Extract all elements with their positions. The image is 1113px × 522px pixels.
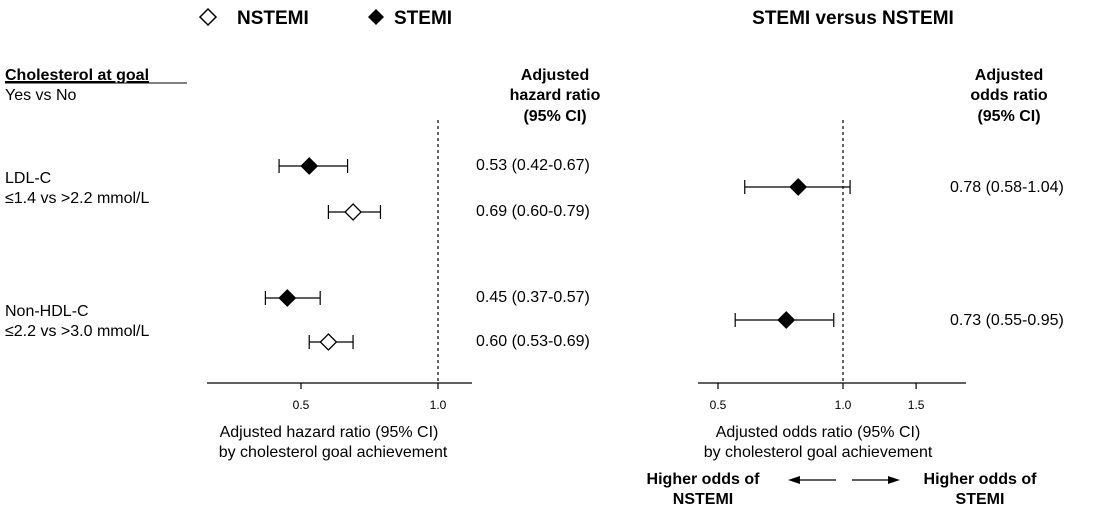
- section-heading: Cholesterol at goal: [5, 67, 149, 84]
- right-forest-plot: 0.5 1.0 1.5 0.78 (0.58-1.04) 0.73 (0.55-0.95…: [698, 120, 1064, 412]
- right-point-estimate: [777, 311, 796, 329]
- direction-right-line2: STEMI: [956, 491, 1005, 508]
- left-xlabel-line2: by cholesterol goal achievement: [219, 444, 448, 461]
- group-criteria-ldl: ≤1.4 vs >2.2 mmol/L: [5, 190, 150, 207]
- left-point-estimate: [300, 157, 319, 175]
- left-estimate-label: 0.69 (0.60-0.79): [476, 203, 590, 220]
- right-value-header-line2: odds ratio: [970, 87, 1048, 104]
- right-value-header-line3: (95% CI): [977, 108, 1040, 125]
- left-xlabel-line1: Adjusted hazard ratio (95% CI): [220, 424, 439, 441]
- left-estimate-label: 0.45 (0.37-0.57): [476, 289, 590, 306]
- right-x-tick-label: 1.5: [908, 398, 925, 412]
- right-panel-title: STEMI versus NSTEMI: [752, 8, 954, 29]
- left-value-header: Adjusted hazard ratio (95% CI): [510, 67, 601, 125]
- left-point-estimate: [344, 203, 362, 221]
- direction-left-line2: NSTEMI: [673, 491, 733, 508]
- left-estimate-label: 0.60 (0.53-0.69): [476, 333, 590, 350]
- legend-filled-diamond-icon: [368, 9, 384, 25]
- left-value-header-line2: hazard ratio: [510, 87, 601, 104]
- left-value-header-line1: Adjusted: [521, 67, 589, 84]
- left-estimate-label: 0.53 (0.42-0.67): [476, 157, 590, 174]
- group-criteria-nonhdl: ≤2.2 vs >3.0 mmol/L: [5, 323, 150, 340]
- legend: NSTEMI STEMI: [198, 7, 452, 29]
- legend-label-nstemi: NSTEMI: [237, 8, 309, 29]
- section-subheading: Yes vs No: [5, 87, 77, 104]
- legend-label-stemi: STEMI: [394, 8, 452, 29]
- right-estimate-label: 0.73 (0.55-0.95): [950, 312, 1064, 329]
- right-estimate-label: 0.78 (0.58-1.04): [950, 179, 1064, 196]
- legend-open-diamond-icon: [198, 7, 218, 27]
- direction-right-line1: Higher odds of: [924, 471, 1038, 488]
- right-point-estimate: [789, 178, 808, 196]
- right-xlabel-line2: by cholesterol goal achievement: [704, 444, 933, 461]
- left-point-estimate: [319, 333, 338, 351]
- left-value-header-line3: (95% CI): [523, 108, 586, 125]
- direction-left-arrow-icon: [788, 476, 836, 484]
- left-point-estimate: [278, 289, 297, 307]
- left-forest-plot: 0.5 1.0 0.53 (0.42-0.67) 0.69 (0.60-0.79) 0.…: [207, 120, 590, 412]
- left-x-tick-label: 1.0: [430, 398, 447, 412]
- right-x-tick-label: 0.5: [710, 398, 727, 412]
- group-label-ldl: LDL-C: [5, 170, 51, 187]
- right-value-header-line1: Adjusted: [975, 67, 1043, 84]
- direction-left-line1: Higher odds of: [647, 471, 761, 488]
- right-x-tick-label: 1.0: [835, 398, 852, 412]
- direction-right-arrow-icon: [852, 476, 900, 484]
- right-xlabel-line1: Adjusted odds ratio (95% CI): [716, 424, 921, 441]
- left-x-tick-label: 0.5: [293, 398, 310, 412]
- right-value-header: Adjusted odds ratio (95% CI): [970, 67, 1048, 125]
- group-label-nonhdl: Non-HDL-C: [5, 303, 89, 320]
